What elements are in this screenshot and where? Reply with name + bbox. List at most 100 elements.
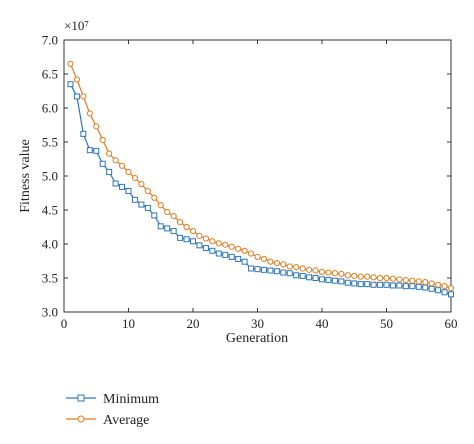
data-point-average [196,232,203,239]
data-point-average [177,219,184,226]
data-point-minimum [106,168,113,175]
data-point-average [93,123,100,130]
legend-item-minimum: Minimum [66,392,159,407]
data-point-minimum [67,81,74,88]
data-point-minimum [73,93,80,100]
data-point-average [312,267,319,274]
data-point-average [86,110,93,117]
data-point-minimum [170,228,177,235]
x-axis-label: Generation [226,331,288,346]
data-point-average [106,150,113,157]
data-point-minimum [448,291,454,298]
data-point-minimum [248,265,255,272]
x-tick-label: 20 [187,316,200,331]
data-point-average [118,162,126,169]
series-average [67,60,455,292]
data-point-minimum [280,269,287,276]
data-point-minimum [260,266,267,273]
data-point-average [209,238,216,245]
data-point-minimum [396,282,403,289]
data-point-minimum [164,225,171,232]
x-tick-label: 10 [122,316,135,331]
data-point-average [267,258,274,265]
data-point-average [170,213,177,220]
data-point-average [241,247,248,254]
data-point-average [254,253,261,261]
data-point-minimum [402,283,409,290]
data-point-minimum [435,287,442,294]
data-point-average [151,194,158,201]
data-point-minimum [222,251,229,258]
data-point-average [138,181,145,188]
data-point-minimum [131,196,138,203]
series-layer [67,60,455,298]
data-point-minimum [351,280,358,287]
data-point-average [99,136,106,144]
x-tick-label: 50 [380,316,393,331]
y-tick-label: 4.0 [42,237,58,252]
data-point-minimum [235,255,242,262]
data-point-minimum [422,284,429,291]
series-minimum [67,81,454,298]
data-point-average [415,278,422,285]
data-point-average [183,223,190,231]
data-point-average [189,227,197,235]
data-point-minimum [357,281,364,288]
y-tick-label: 3.5 [42,271,58,286]
data-point-average [80,93,87,100]
y-tick-label: 4.5 [42,203,58,218]
data-point-minimum [364,281,371,288]
data-point-average [164,208,171,216]
data-point-average [447,285,455,292]
data-point-minimum [325,277,332,284]
data-point-minimum [267,267,274,274]
data-point-minimum [273,268,280,275]
data-point-minimum [196,242,203,249]
x-tick-label: 60 [445,316,458,331]
data-point-average [260,255,268,263]
data-point-average [157,202,164,209]
y-multiplier-label: ×10⁷ [64,18,89,33]
data-point-average [215,240,222,247]
data-point-minimum [409,283,416,290]
data-point-minimum [338,278,345,285]
data-point-minimum [312,275,319,281]
data-point-minimum [183,236,190,243]
data-point-average [125,168,132,176]
data-point-average [383,274,390,282]
data-point-average [370,274,377,281]
y-axis-label: Fitness value [18,139,33,213]
data-point-minimum [428,285,435,292]
data-point-minimum [177,234,184,241]
data-point-minimum [138,201,145,208]
data-point-minimum [415,283,422,290]
data-point-minimum [377,281,384,288]
x-axis: 0 10 20 30 40 50 60 [61,40,458,331]
data-point-average [299,265,306,272]
legend-marker-minimum [77,394,85,402]
data-point-average [441,283,448,290]
data-point-average [396,276,403,283]
data-point-minimum [331,277,338,284]
data-point-average [247,250,255,257]
data-point-average [409,277,416,284]
y-axis: 3.0 3.5 4.0 4.5 5.0 5.5 6.0 6.5 7.0 [42,33,451,320]
data-point-average [228,243,235,250]
data-point-average [331,270,338,277]
data-point-minimum [215,250,222,257]
data-point-minimum [209,247,216,254]
data-point-minimum [93,147,100,154]
y-tick-label: 6.0 [42,101,58,116]
data-point-average [389,275,397,282]
legend-label-average: Average [103,413,149,428]
data-point-minimum [86,147,93,154]
data-point-minimum [370,281,377,288]
legend-marker-average [77,415,85,423]
data-point-minimum [157,223,164,230]
data-point-average [344,272,351,279]
y-tick-label: 6.5 [42,67,58,82]
data-point-minimum [144,204,151,211]
y-tick-label: 7.0 [42,33,58,48]
data-point-average [364,273,371,280]
